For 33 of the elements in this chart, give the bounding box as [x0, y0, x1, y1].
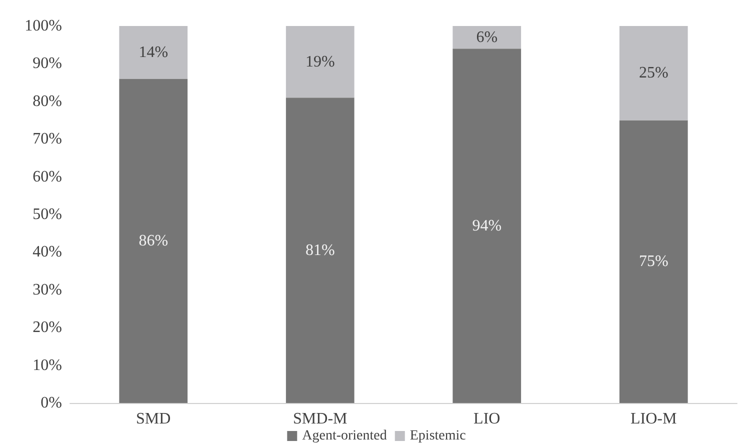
x-tick-label: SMD-M [293, 410, 348, 428]
data-label: 14% [138, 44, 168, 61]
data-label: 19% [305, 53, 335, 70]
bar [119, 78, 188, 403]
data-label: 6% [476, 28, 498, 46]
legend-label: Epistemic [410, 428, 466, 444]
y-tick-label: 70% [32, 130, 62, 148]
y-tick-label: 10% [32, 356, 62, 374]
data-label: 86% [138, 232, 168, 250]
data-label: 94% [472, 217, 502, 234]
data-label: 75% [638, 253, 668, 270]
bar [119, 26, 188, 79]
bar [452, 26, 522, 49]
y-tick-label: 50% [32, 206, 62, 223]
legend-label: Agent-oriented [302, 428, 387, 444]
x-tick-label: LIO [474, 410, 500, 428]
x-tick-label: LIO-M [630, 410, 677, 428]
y-tick-label: 60% [32, 168, 62, 186]
y-tick-label: 30% [32, 281, 62, 298]
y-tick-label: 80% [32, 92, 62, 110]
bar [286, 26, 354, 98]
y-tick-label: 90% [32, 55, 62, 72]
data-label: 25% [638, 64, 668, 82]
y-tick-label: 0% [40, 394, 62, 412]
bar [286, 98, 354, 403]
x-tick-label: SMD [136, 410, 171, 428]
data-label: 81% [305, 242, 335, 259]
y-tick-label: 100% [24, 18, 62, 34]
y-tick-label: 40% [32, 244, 62, 261]
bar [619, 120, 688, 403]
bar [452, 48, 522, 403]
bar [619, 26, 688, 120]
y-tick-label: 20% [32, 319, 62, 336]
